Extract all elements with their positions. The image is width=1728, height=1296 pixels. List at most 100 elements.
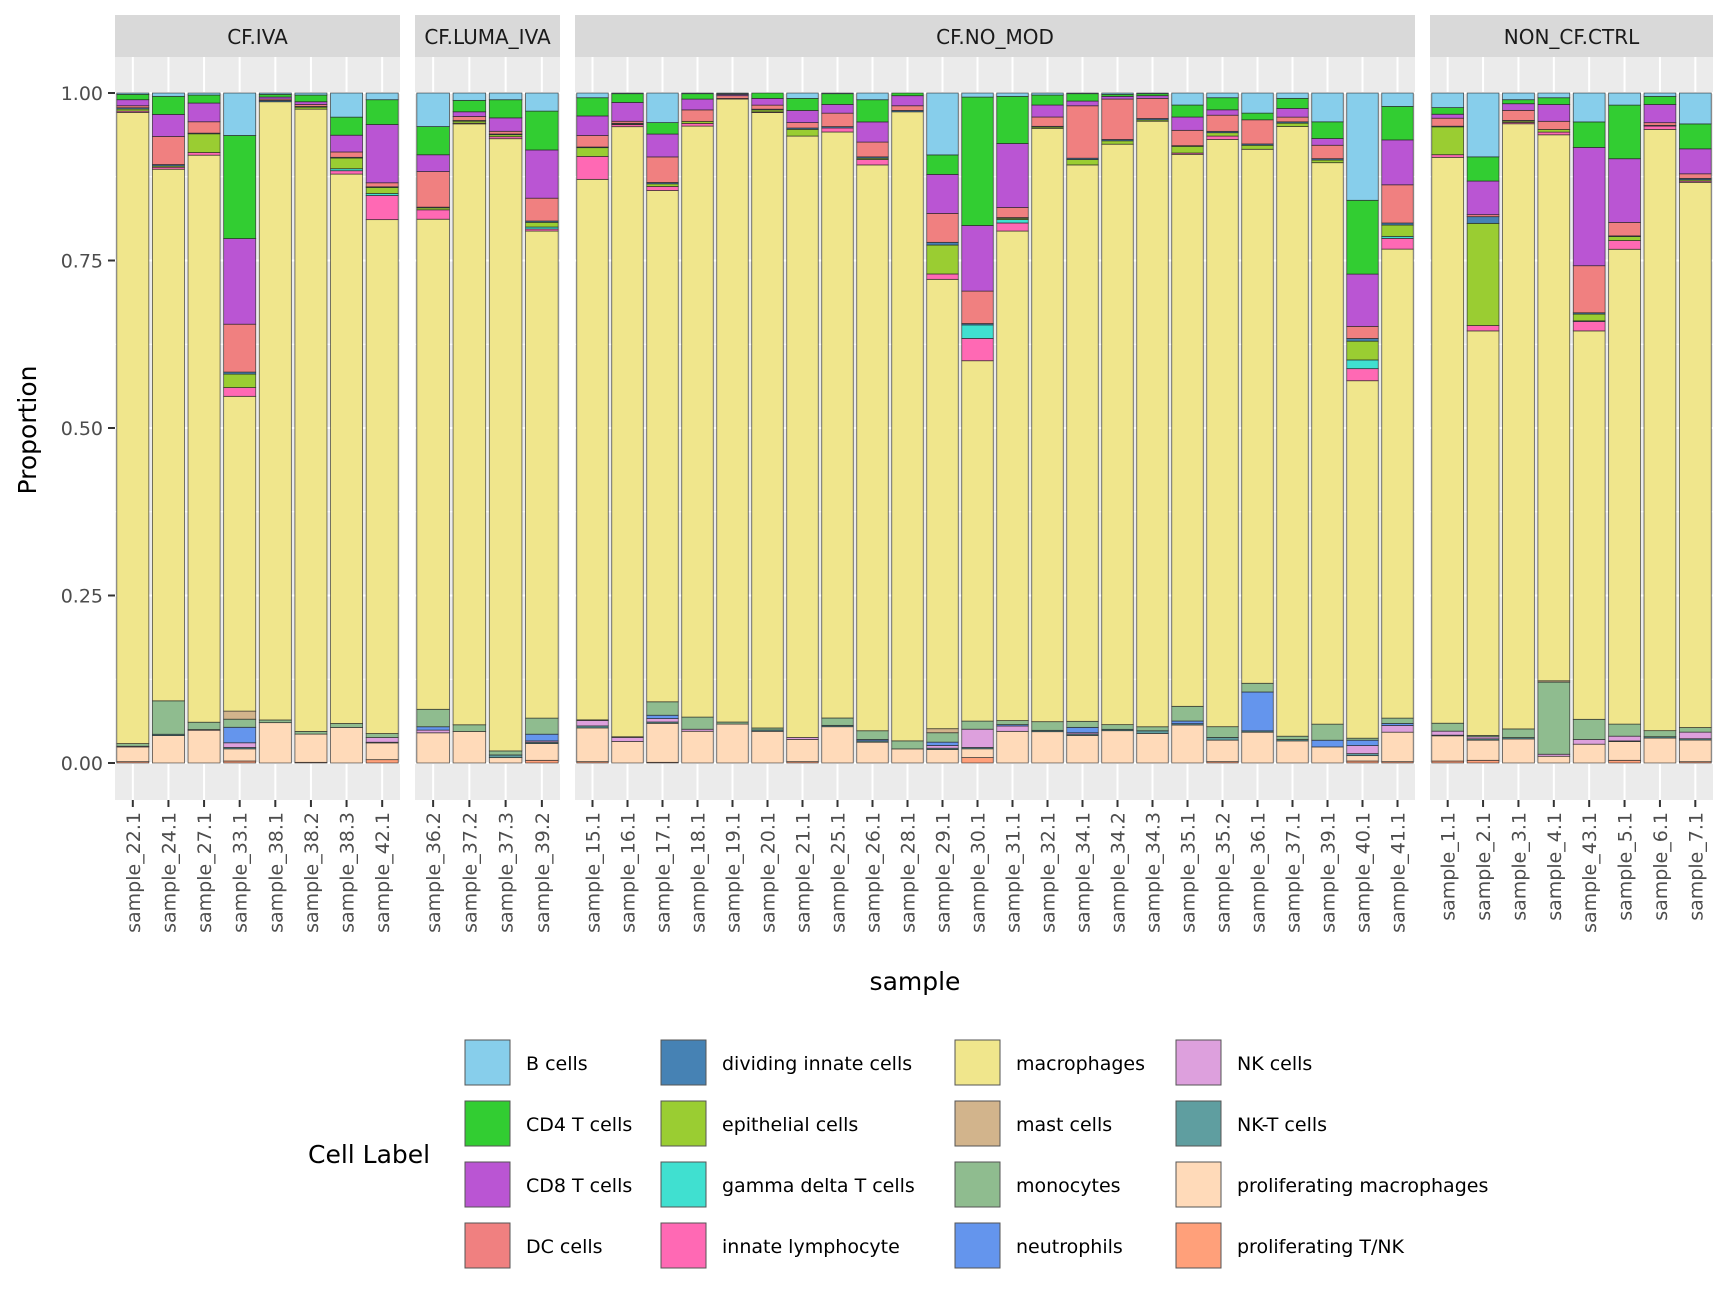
bar-segment-cd4-t-cells [294, 94, 328, 103]
legend-item-b-cells: B cells [464, 1039, 588, 1086]
bar-segment-dc-cells [1346, 325, 1379, 339]
bar-segment-neutrophils [1066, 726, 1099, 734]
bar-segment-cd4-t-cells [1537, 97, 1571, 105]
bar-segment-neutrophils [1171, 720, 1204, 725]
bar-segment-nk-t-cells [488, 754, 523, 759]
x-tick-label: sample_25.1 [828, 812, 850, 933]
legend-label: monocytes [1016, 1175, 1121, 1197]
bar-segment-monocytes [1643, 730, 1677, 738]
bar-stack-sample-39-1 [1311, 92, 1344, 764]
facet-panels: CF.IVA sample_22.1 sample_24.1 sample_27.1 s… [115, 15, 1713, 933]
bar-segment-epithelial-cells [1466, 222, 1500, 326]
bar-segment-cd4-t-cells [1678, 123, 1712, 150]
bar-segment-epithelial-cells [365, 187, 399, 194]
bar-segment-innate-lymphocyte [365, 195, 399, 221]
x-tick-label: sample_38.1 [265, 812, 287, 933]
bar-segment-dc-cells [891, 105, 924, 111]
x-tick-label: sample_37.3 [496, 812, 518, 933]
bar-segment-macrophages [751, 112, 784, 729]
bar-segment-cd4-t-cells [416, 126, 450, 156]
bar-segment-nk-cells [996, 725, 1029, 732]
bar-segment-proliferating-macrophages [1171, 724, 1204, 764]
bar-segment-proliferating-macrophages [416, 732, 450, 764]
bar-segment-macrophages [926, 278, 959, 730]
legend-item-cd8-t-cells: CD8 T cells [464, 1161, 632, 1208]
bar-segment-cd4-t-cells [1502, 99, 1535, 105]
x-tick-label: sample_37.1 [1283, 812, 1305, 933]
bar-segment-innate-lymphocyte [821, 127, 854, 133]
bar-segment-b-cells [1678, 92, 1712, 125]
bar-segment-monocytes [1136, 726, 1169, 732]
bar-segment-dc-cells [926, 213, 959, 243]
bar-segment-macrophages [1031, 127, 1064, 723]
bar-stack-sample-29-1 [926, 92, 959, 764]
bar-stack-sample-2-1 [1466, 92, 1500, 764]
bar-segment-epithelial-cells [1066, 159, 1099, 166]
legend-label: mast cells [1016, 1114, 1112, 1136]
bar-segment-monocytes [891, 740, 924, 750]
x-tick-label: sample_38.2 [301, 812, 323, 933]
bar-segment-cd8-t-cells [1431, 113, 1465, 119]
bar-segment-nk-cells [1431, 730, 1465, 736]
bar-segment-cd4-t-cells [365, 99, 399, 125]
bar-segment-cd8-t-cells [681, 98, 714, 111]
legend-swatch [1175, 1161, 1222, 1208]
x-tick-label: sample_3.1 [1508, 812, 1530, 921]
x-tick-label: sample_28.1 [898, 812, 920, 933]
bar-segment-b-cells [1608, 92, 1641, 106]
bar-segment-macrophages [1678, 181, 1712, 728]
x-tick-label: sample_1.1 [1438, 812, 1460, 921]
bar-segment-b-cells [1276, 92, 1309, 99]
bar-segment-nk-cells [576, 720, 609, 727]
bar-segment-monocytes [116, 743, 150, 747]
bar-segment-proliferating-macrophages [681, 730, 714, 764]
bar-segment-b-cells [258, 92, 292, 95]
bar-segment-dc-cells [1031, 116, 1064, 127]
x-tick-label: sample_37.2 [459, 812, 481, 933]
bar-segment-macrophages [258, 101, 292, 721]
legend-swatch [464, 1039, 511, 1086]
bar-segment-cd4-t-cells [1031, 94, 1064, 106]
bar-segment-b-cells [1171, 92, 1204, 106]
bar-segment-monocytes [525, 717, 559, 735]
x-tick-label: sample_35.1 [1178, 812, 1200, 933]
bar-segment-b-cells [452, 92, 487, 101]
bar-segment-innate-lymphocyte [961, 338, 994, 362]
bar-segment-dc-cells [961, 290, 994, 324]
bar-segment-cd8-t-cells [1466, 180, 1500, 216]
bar-segment-b-cells [294, 92, 328, 96]
legend-label: macrophages [1016, 1053, 1145, 1075]
bar-stack-sample-34-2 [1101, 92, 1134, 764]
bar-segment-dc-cells [786, 122, 819, 129]
bar-segment-cd4-t-cells [996, 95, 1029, 144]
legend-swatch [954, 1100, 1001, 1147]
bar-segment-cd4-t-cells [452, 99, 487, 113]
bar-segment-macrophages [452, 123, 487, 726]
bar-stack-sample-18-1 [681, 92, 714, 764]
x-tick-label: sample_31.1 [1003, 812, 1025, 933]
bar-segment-dc-cells [996, 207, 1029, 218]
legend-item-nk-cells: NK cells [1175, 1039, 1312, 1086]
bar-segment-cd8-t-cells [294, 101, 328, 105]
bar-segment-dc-cells [223, 323, 257, 373]
bar-segment-cd8-t-cells [611, 102, 644, 122]
x-tick-label: sample_38.3 [337, 812, 359, 933]
bar-segment-proliferating-macrophages [1381, 731, 1414, 763]
bar-stack-sample-20-1 [751, 92, 784, 764]
bar-segment-gamma-delta-t-cells [1346, 359, 1379, 370]
bar-segment-nk-cells [416, 729, 450, 734]
legend-label: DC cells [526, 1236, 603, 1258]
legend-swatch [1175, 1100, 1222, 1147]
bar-segment-proliferating-macrophages [330, 727, 363, 764]
bar-segment-dc-cells [187, 121, 221, 134]
bar-segment-epithelial-cells [1101, 140, 1134, 145]
x-tick-label: sample_22.1 [123, 812, 145, 933]
bar-segment-macrophages [1537, 134, 1571, 682]
bar-segment-proliferating-macrophages [1643, 737, 1677, 764]
bar-segment-dc-cells [1136, 97, 1169, 119]
bar-segment-b-cells [187, 92, 221, 96]
bar-segment-proliferating-macrophages [926, 749, 959, 764]
bar-stack-sample-40-1 [1346, 92, 1379, 764]
bar-segment-epithelial-cells [1171, 145, 1204, 154]
bar-segment-macrophages [681, 125, 714, 718]
